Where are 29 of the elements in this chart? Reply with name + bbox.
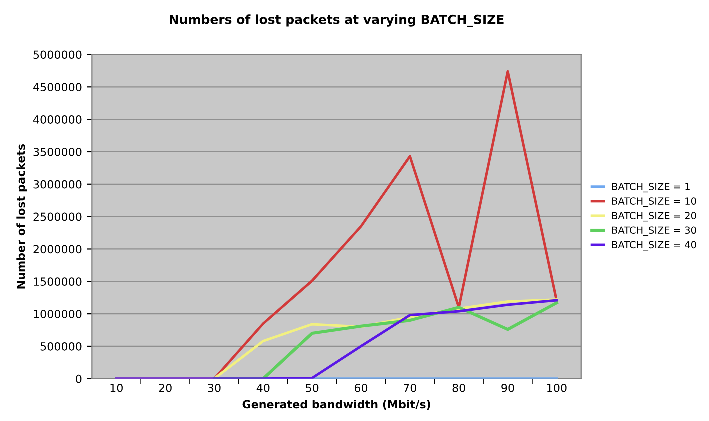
legend-label: BATCH_SIZE = 40 [612, 241, 696, 251]
x-tick-label: 10 [110, 384, 123, 392]
x-tick-label: 100 [548, 384, 567, 392]
legend-label: BATCH_SIZE = 1 [612, 183, 690, 193]
x-tick-label: 60 [354, 384, 368, 392]
y-axis-title: Number of lost packets [16, 144, 28, 289]
x-tick-label: 70 [404, 384, 416, 392]
y-tick-label: 3000000 [34, 180, 82, 189]
y-tick-label: 4000000 [34, 116, 82, 124]
y-tick-label: 500000 [40, 342, 82, 351]
y-tick-label: 3500000 [34, 148, 82, 156]
legend-label: BATCH_SIZE = 10 [612, 198, 696, 208]
x-axis-title: Generated bandwidth (Mbit/s) [242, 400, 430, 410]
x-tick-label: 20 [159, 384, 172, 392]
x-tick-label: 90 [502, 384, 514, 392]
y-tick-label: 1500000 [34, 278, 82, 286]
y-tick-label: 5000000 [34, 50, 82, 60]
y-tick-label: 4500000 [34, 83, 82, 92]
x-tick-label: 40 [256, 384, 270, 392]
x-tick-label: 50 [306, 384, 319, 392]
y-tick-label: 2500000 [34, 212, 82, 222]
legend-label: BATCH_SIZE = 30 [612, 226, 696, 236]
y-tick-label: 2000000 [34, 245, 82, 254]
legend-label: BATCH_SIZE = 20 [612, 212, 696, 222]
y-tick-label: 1000000 [34, 310, 82, 318]
chart-title: Numbers of lost packets at varying BATCH_SIZE [170, 14, 504, 28]
y-tick-label: 0 [76, 374, 82, 384]
x-tick-label: 80 [452, 384, 466, 392]
x-tick-label: 30 [208, 384, 221, 392]
